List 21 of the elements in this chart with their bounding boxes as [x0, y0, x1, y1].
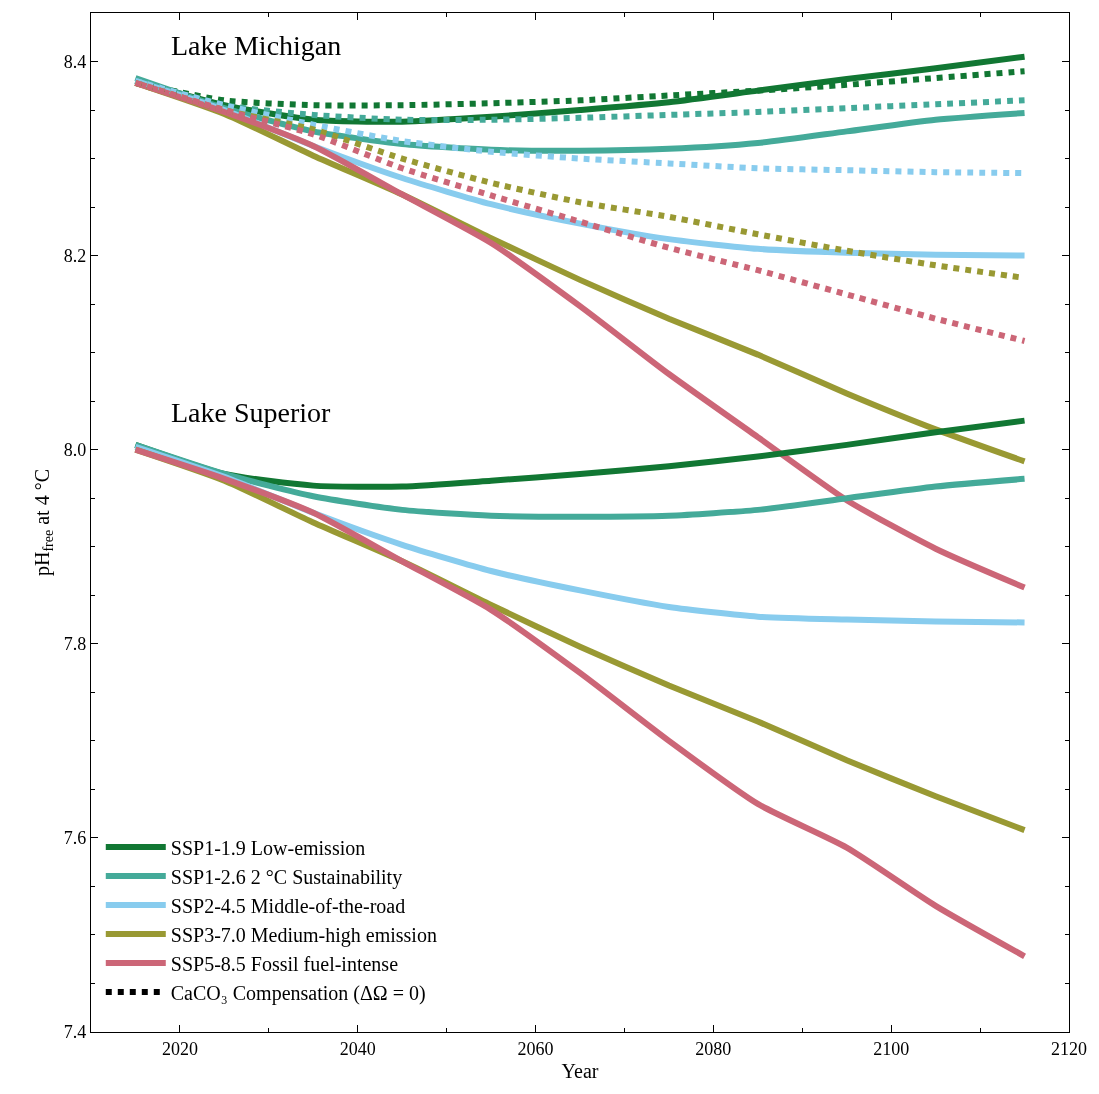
legend-label: SSP1-2.6 2 °C Sustainability [170, 865, 403, 889]
x-tick-label: 2020 [161, 1038, 198, 1059]
legend-label: SSP3-7.0 Medium-high emission [170, 923, 437, 947]
legend-label: CaCO₃ Compensation (ΔΩ = 0) [170, 981, 426, 1005]
x-tick-label: 2040 [339, 1038, 376, 1059]
x-tick-label: 2100 [873, 1038, 910, 1059]
y-tick-label: 8.0 [63, 440, 87, 461]
y-tick-label: 7.8 [63, 634, 87, 655]
x-tick-label: 2080 [695, 1038, 732, 1059]
x-axis-title: Year [561, 1060, 599, 1083]
legend-label: SSP1-1.9 Low-emission [170, 836, 366, 859]
x-tick-label: 2060 [517, 1038, 554, 1059]
y-tick-label: 8.4 [63, 51, 87, 72]
x-tick-label: 2120 [1051, 1038, 1087, 1059]
annotation: Lake Superior [171, 397, 332, 428]
y-tick-label: 7.6 [63, 828, 87, 849]
legend-label: SSP5-8.5 Fossil fuel-intense [170, 952, 399, 975]
legend-label: SSP2-4.5 Middle-of-the-road [170, 894, 406, 917]
y-tick-label: 8.2 [63, 245, 87, 266]
y-tick-label: 7.4 [63, 1022, 87, 1043]
annotation: Lake Michigan [171, 30, 342, 61]
